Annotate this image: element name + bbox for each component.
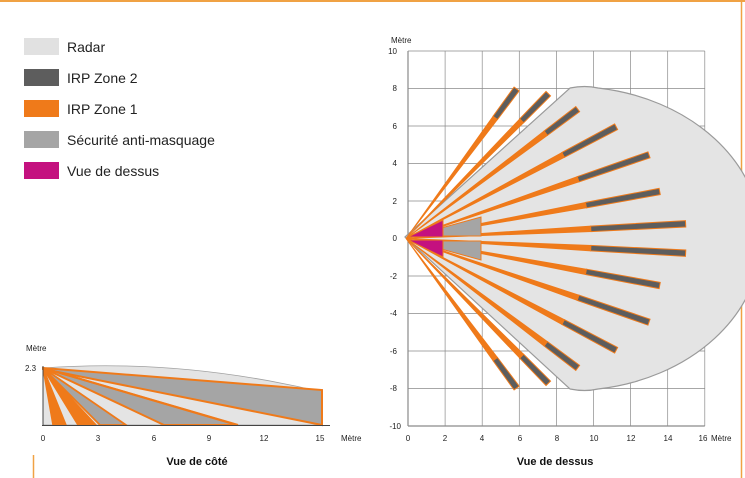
irp-zone-2-beam: [561, 123, 619, 159]
legend-item-anti-masking: Sécurité anti-masquage: [24, 129, 215, 150]
irp-zone-2-beam: [590, 220, 687, 233]
legend: Radar IRP Zone 2 IRP Zone 1 Sécurité ant…: [24, 36, 215, 191]
irp-zone-2-beam: [543, 340, 581, 372]
legend-swatch-top-view: [24, 162, 59, 179]
top-y-tick: 0: [393, 234, 398, 243]
legend-swatch-anti-masking: [24, 131, 59, 148]
irp-zone-2-beam: [576, 151, 651, 183]
legend-swatch-irp-zone-1: [24, 100, 59, 117]
side-y-unit: Mètre: [26, 344, 47, 353]
side-y-tick: 2.3: [25, 364, 37, 373]
irp-zone-2-beam: [492, 86, 520, 121]
top-y-tick: 2: [393, 197, 398, 206]
side-view-title: Vue de côté: [166, 456, 227, 468]
legend-item-radar: Radar: [24, 36, 215, 57]
irp-zone-2-beam: [561, 318, 619, 354]
top-x-tick: 4: [480, 434, 485, 443]
side-beam-lower-edge: [42, 367, 239, 426]
legend-swatch-irp-zone-2: [24, 69, 59, 86]
top-y-unit: Mètre: [391, 36, 412, 45]
side-x-tick: 3: [96, 434, 101, 443]
top-y-tick: 6: [393, 122, 398, 131]
top-x-tick: 0: [406, 434, 411, 443]
top-x-tick: 6: [518, 434, 523, 443]
top-radar-area: [404, 85, 745, 392]
side-x-ticks: 0 3 6 9 12 15: [41, 434, 325, 443]
top-y-ticks: 10 8 6 4 2 0 -2 -4 -6 -8 -10: [388, 47, 401, 431]
top-y-tick: 10: [388, 47, 397, 56]
side-x-tick: 0: [41, 434, 46, 443]
legend-label: IRP Zone 1: [67, 100, 138, 117]
top-y-tick: 4: [393, 159, 398, 168]
legend-swatch-radar: [24, 38, 59, 55]
legend-item-irp-zone-1: IRP Zone 1: [24, 98, 215, 119]
top-y-tick: -8: [390, 384, 398, 393]
irp-zone-2-beam: [492, 356, 520, 391]
irp-zone-2-beam: [518, 90, 552, 124]
top-view-title: Vue de dessus: [517, 456, 594, 468]
side-x-tick: 6: [152, 434, 157, 443]
irp-zone-2-beam: [576, 294, 651, 326]
top-y-tick: -2: [390, 272, 398, 281]
legend-label: IRP Zone 2: [67, 69, 138, 86]
top-y-tick: -6: [390, 347, 398, 356]
legend-item-top-view: Vue de dessus: [24, 160, 215, 181]
top-y-tick: -4: [390, 309, 398, 318]
irp-zone-2-beam: [584, 268, 661, 290]
top-x-unit: Mètre: [711, 434, 732, 443]
irp-zone-2-beam: [518, 353, 552, 387]
top-view-wedge-upper: [407, 219, 444, 238]
top-x-tick: 12: [627, 434, 636, 443]
legend-label: Vue de dessus: [67, 162, 160, 179]
irp-zone-2-beam: [584, 187, 661, 209]
top-view-wedge-lower: [407, 239, 444, 258]
top-x-tick: 10: [590, 434, 599, 443]
top-y-tick: -10: [389, 422, 401, 431]
side-x-tick: 12: [260, 434, 269, 443]
legend-label: Sécurité anti-masquage: [67, 131, 215, 148]
irp-zone-2-beam: [543, 105, 581, 137]
top-x-ticks: 0 2 4 6 8 10 12 14 16: [406, 434, 708, 443]
top-x-tick: 2: [443, 434, 448, 443]
side-x-unit: Mètre: [341, 434, 362, 443]
irp-zone-2-beam: [590, 244, 687, 257]
legend-label: Radar: [67, 38, 106, 55]
top-x-tick: 16: [699, 434, 708, 443]
side-view-beams: [42, 365, 323, 427]
top-x-tick: 14: [664, 434, 673, 443]
top-y-tick: 8: [393, 84, 398, 93]
side-x-tick: 9: [207, 434, 212, 443]
legend-item-irp-zone-2: IRP Zone 2: [24, 67, 215, 88]
side-x-tick: 15: [316, 434, 325, 443]
top-x-tick: 8: [555, 434, 560, 443]
